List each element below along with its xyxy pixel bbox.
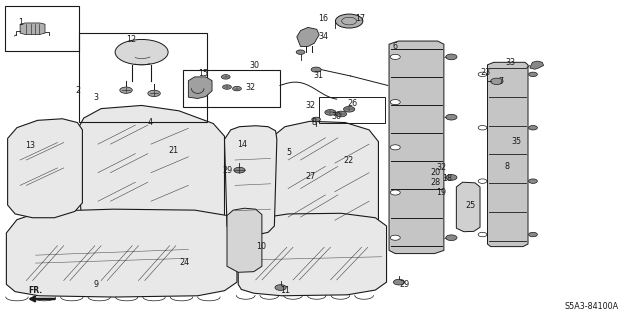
Circle shape xyxy=(312,117,321,122)
Polygon shape xyxy=(530,61,543,69)
Circle shape xyxy=(478,232,487,237)
Text: 19: 19 xyxy=(436,188,446,197)
Text: 8: 8 xyxy=(505,163,510,172)
Text: 8: 8 xyxy=(312,118,317,127)
Text: 31: 31 xyxy=(313,71,323,80)
Circle shape xyxy=(446,175,457,180)
Text: 18: 18 xyxy=(443,174,453,183)
Text: 27: 27 xyxy=(305,172,316,181)
Circle shape xyxy=(478,72,487,76)
Text: 5: 5 xyxy=(287,148,292,156)
Circle shape xyxy=(478,125,487,130)
Circle shape xyxy=(390,235,400,240)
Polygon shape xyxy=(76,105,225,230)
Circle shape xyxy=(528,125,537,130)
Circle shape xyxy=(446,114,457,120)
Circle shape xyxy=(222,75,230,79)
Polygon shape xyxy=(389,41,444,253)
Text: 4: 4 xyxy=(148,118,153,127)
Text: FR.: FR. xyxy=(29,286,43,295)
Text: 32: 32 xyxy=(436,164,446,172)
Text: 9: 9 xyxy=(94,280,99,289)
Text: 34: 34 xyxy=(318,32,328,41)
Circle shape xyxy=(528,179,537,183)
Polygon shape xyxy=(8,119,83,218)
Text: 32: 32 xyxy=(245,83,256,92)
Polygon shape xyxy=(239,213,386,296)
Bar xyxy=(183,70,280,107)
Text: 23: 23 xyxy=(480,68,490,77)
Text: 35: 35 xyxy=(511,137,521,146)
Text: 28: 28 xyxy=(430,178,440,187)
Circle shape xyxy=(528,72,537,76)
Text: 24: 24 xyxy=(179,258,189,267)
Circle shape xyxy=(336,14,363,28)
Polygon shape xyxy=(225,126,277,236)
Text: 29: 29 xyxy=(399,280,409,289)
Text: 3: 3 xyxy=(94,93,99,102)
Circle shape xyxy=(275,285,286,290)
Circle shape xyxy=(311,67,321,72)
Circle shape xyxy=(325,109,336,115)
Circle shape xyxy=(336,111,347,117)
Circle shape xyxy=(390,145,400,150)
Bar xyxy=(319,97,384,123)
Text: 29: 29 xyxy=(223,166,233,175)
Circle shape xyxy=(296,50,305,54)
Text: 17: 17 xyxy=(356,14,366,23)
Circle shape xyxy=(234,167,245,173)
Polygon shape xyxy=(297,28,319,46)
Bar xyxy=(80,33,207,122)
Polygon shape xyxy=(268,121,379,246)
Circle shape xyxy=(528,232,537,237)
Text: 7: 7 xyxy=(499,77,504,86)
Circle shape xyxy=(390,100,400,105)
Text: 21: 21 xyxy=(168,146,178,155)
Circle shape xyxy=(120,87,132,93)
Text: 22: 22 xyxy=(343,156,353,165)
Text: 16: 16 xyxy=(318,14,328,23)
Circle shape xyxy=(446,54,457,60)
Text: 32: 32 xyxy=(305,101,316,110)
Circle shape xyxy=(344,106,355,112)
Circle shape xyxy=(390,54,400,60)
Text: 26: 26 xyxy=(347,99,357,108)
Text: 1: 1 xyxy=(18,18,23,27)
Text: 30: 30 xyxy=(332,112,342,121)
Circle shape xyxy=(393,279,404,285)
Text: 15: 15 xyxy=(198,69,208,78)
Circle shape xyxy=(148,90,160,97)
Text: 11: 11 xyxy=(280,286,290,295)
Circle shape xyxy=(390,190,400,195)
Text: 13: 13 xyxy=(25,141,35,150)
Text: 20: 20 xyxy=(430,168,440,177)
Bar xyxy=(4,6,80,51)
Text: 25: 25 xyxy=(466,202,476,211)
Text: 33: 33 xyxy=(505,58,515,67)
Text: 2: 2 xyxy=(75,86,80,95)
Text: 10: 10 xyxy=(255,242,265,251)
Polygon shape xyxy=(488,62,528,247)
Circle shape xyxy=(491,78,503,84)
Text: 6: 6 xyxy=(393,42,398,51)
Polygon shape xyxy=(456,182,480,232)
Text: 30: 30 xyxy=(249,61,259,70)
Polygon shape xyxy=(227,208,262,272)
Polygon shape xyxy=(6,209,237,297)
Circle shape xyxy=(223,85,232,89)
Ellipse shape xyxy=(115,39,168,65)
Text: S5A3-84100A: S5A3-84100A xyxy=(564,302,618,311)
Circle shape xyxy=(478,179,487,183)
Polygon shape xyxy=(188,77,212,99)
Circle shape xyxy=(446,235,457,241)
Text: 14: 14 xyxy=(237,140,247,149)
Polygon shape xyxy=(20,23,45,34)
Circle shape xyxy=(233,86,242,91)
Text: 12: 12 xyxy=(126,35,136,44)
